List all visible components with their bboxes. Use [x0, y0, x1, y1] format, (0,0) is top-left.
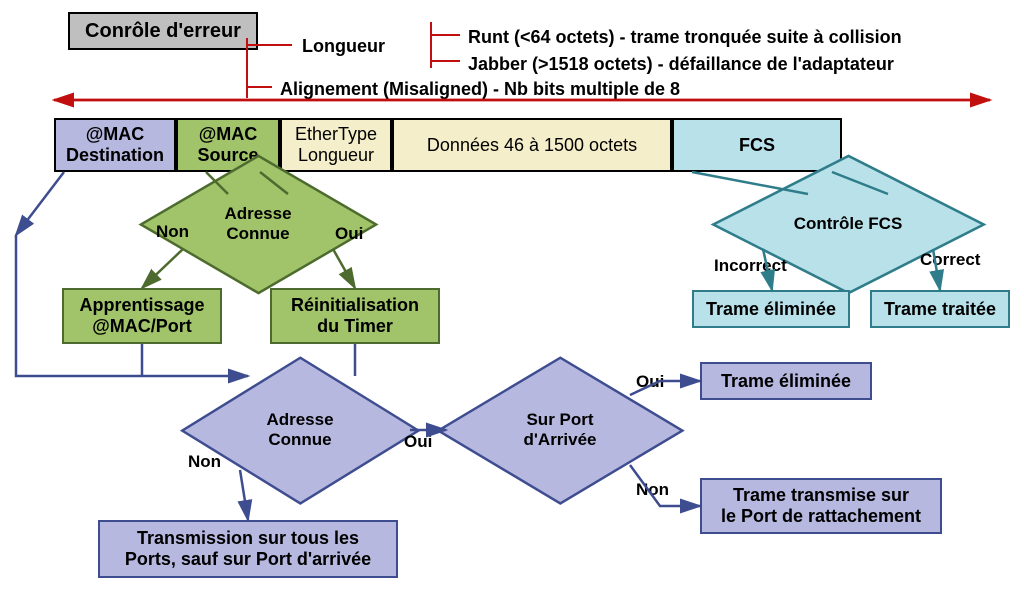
- red-tick: [246, 38, 248, 98]
- diamond-address-known-src: AdresseConnue: [198, 164, 318, 284]
- diamond-label: Contrôle FCS: [794, 214, 903, 234]
- alignment-text: Alignement (Misaligned) - Nb bits multip…: [280, 79, 680, 100]
- box-frame-eliminated-port: Trame éliminée: [700, 362, 872, 400]
- red-tick: [246, 44, 292, 46]
- label-oui: Oui: [404, 432, 432, 452]
- label-non: Non: [188, 452, 221, 472]
- length-label: Longueur: [302, 36, 385, 57]
- label-incorrect: Incorrect: [714, 256, 787, 276]
- label-non: Non: [636, 480, 669, 500]
- error-control-title: Conrôle d'erreur: [68, 12, 258, 50]
- box-label: Trame éliminée: [721, 371, 851, 392]
- diamond-label: Sur Portd'Arrivée: [523, 410, 596, 449]
- diamond-label: AdresseConnue: [224, 204, 291, 243]
- jabber-text: Jabber (>1518 octets) - défaillance de l…: [468, 54, 894, 75]
- frame-mac-dest-label: @MACDestination: [66, 124, 164, 165]
- title-text: Conrôle d'erreur: [85, 20, 241, 43]
- frame-ethertype-label: EtherTypeLongueur: [295, 124, 377, 165]
- frame-data-label: Données 46 à 1500 octets: [427, 135, 637, 156]
- frame-data: Données 46 à 1500 octets: [392, 118, 672, 172]
- label-non: Non: [156, 222, 189, 242]
- frame-mac-dest: @MACDestination: [54, 118, 176, 172]
- diamond-arrival-port: Sur Portd'Arrivée: [498, 368, 622, 492]
- label-oui: Oui: [636, 372, 664, 392]
- runt-text: Runt (<64 octets) - trame tronquée suite…: [468, 27, 902, 48]
- box-frame-forwarded: Trame transmise surle Port de rattacheme…: [700, 478, 942, 534]
- diamond-label: AdresseConnue: [266, 410, 333, 449]
- box-reset-timer: Réinitialisationdu Timer: [270, 288, 440, 344]
- box-label: Trame transmise surle Port de rattacheme…: [721, 485, 921, 526]
- box-broadcast: Transmission sur tous lesPorts, sauf sur…: [98, 520, 398, 578]
- diamond-fcs-check: Contrôle FCS: [779, 155, 917, 293]
- box-label: Transmission sur tous lesPorts, sauf sur…: [125, 528, 371, 569]
- label-oui: Oui: [335, 224, 363, 244]
- box-frame-processed: Trame traitée: [870, 290, 1010, 328]
- box-label: Réinitialisationdu Timer: [291, 295, 419, 336]
- red-tick: [430, 60, 460, 62]
- box-label: Trame éliminée: [706, 299, 836, 320]
- frame-fcs-label: FCS: [739, 135, 775, 156]
- diamond-address-known-dest: AdresseConnue: [240, 370, 360, 490]
- red-tick: [246, 86, 272, 88]
- red-tick: [430, 34, 460, 36]
- box-label: Apprentissage@MAC/Port: [79, 295, 204, 336]
- box-frame-eliminated-fcs: Trame éliminée: [692, 290, 850, 328]
- box-label: Trame traitée: [884, 299, 996, 320]
- box-learn-mac: Apprentissage@MAC/Port: [62, 288, 222, 344]
- label-correct: Correct: [920, 250, 980, 270]
